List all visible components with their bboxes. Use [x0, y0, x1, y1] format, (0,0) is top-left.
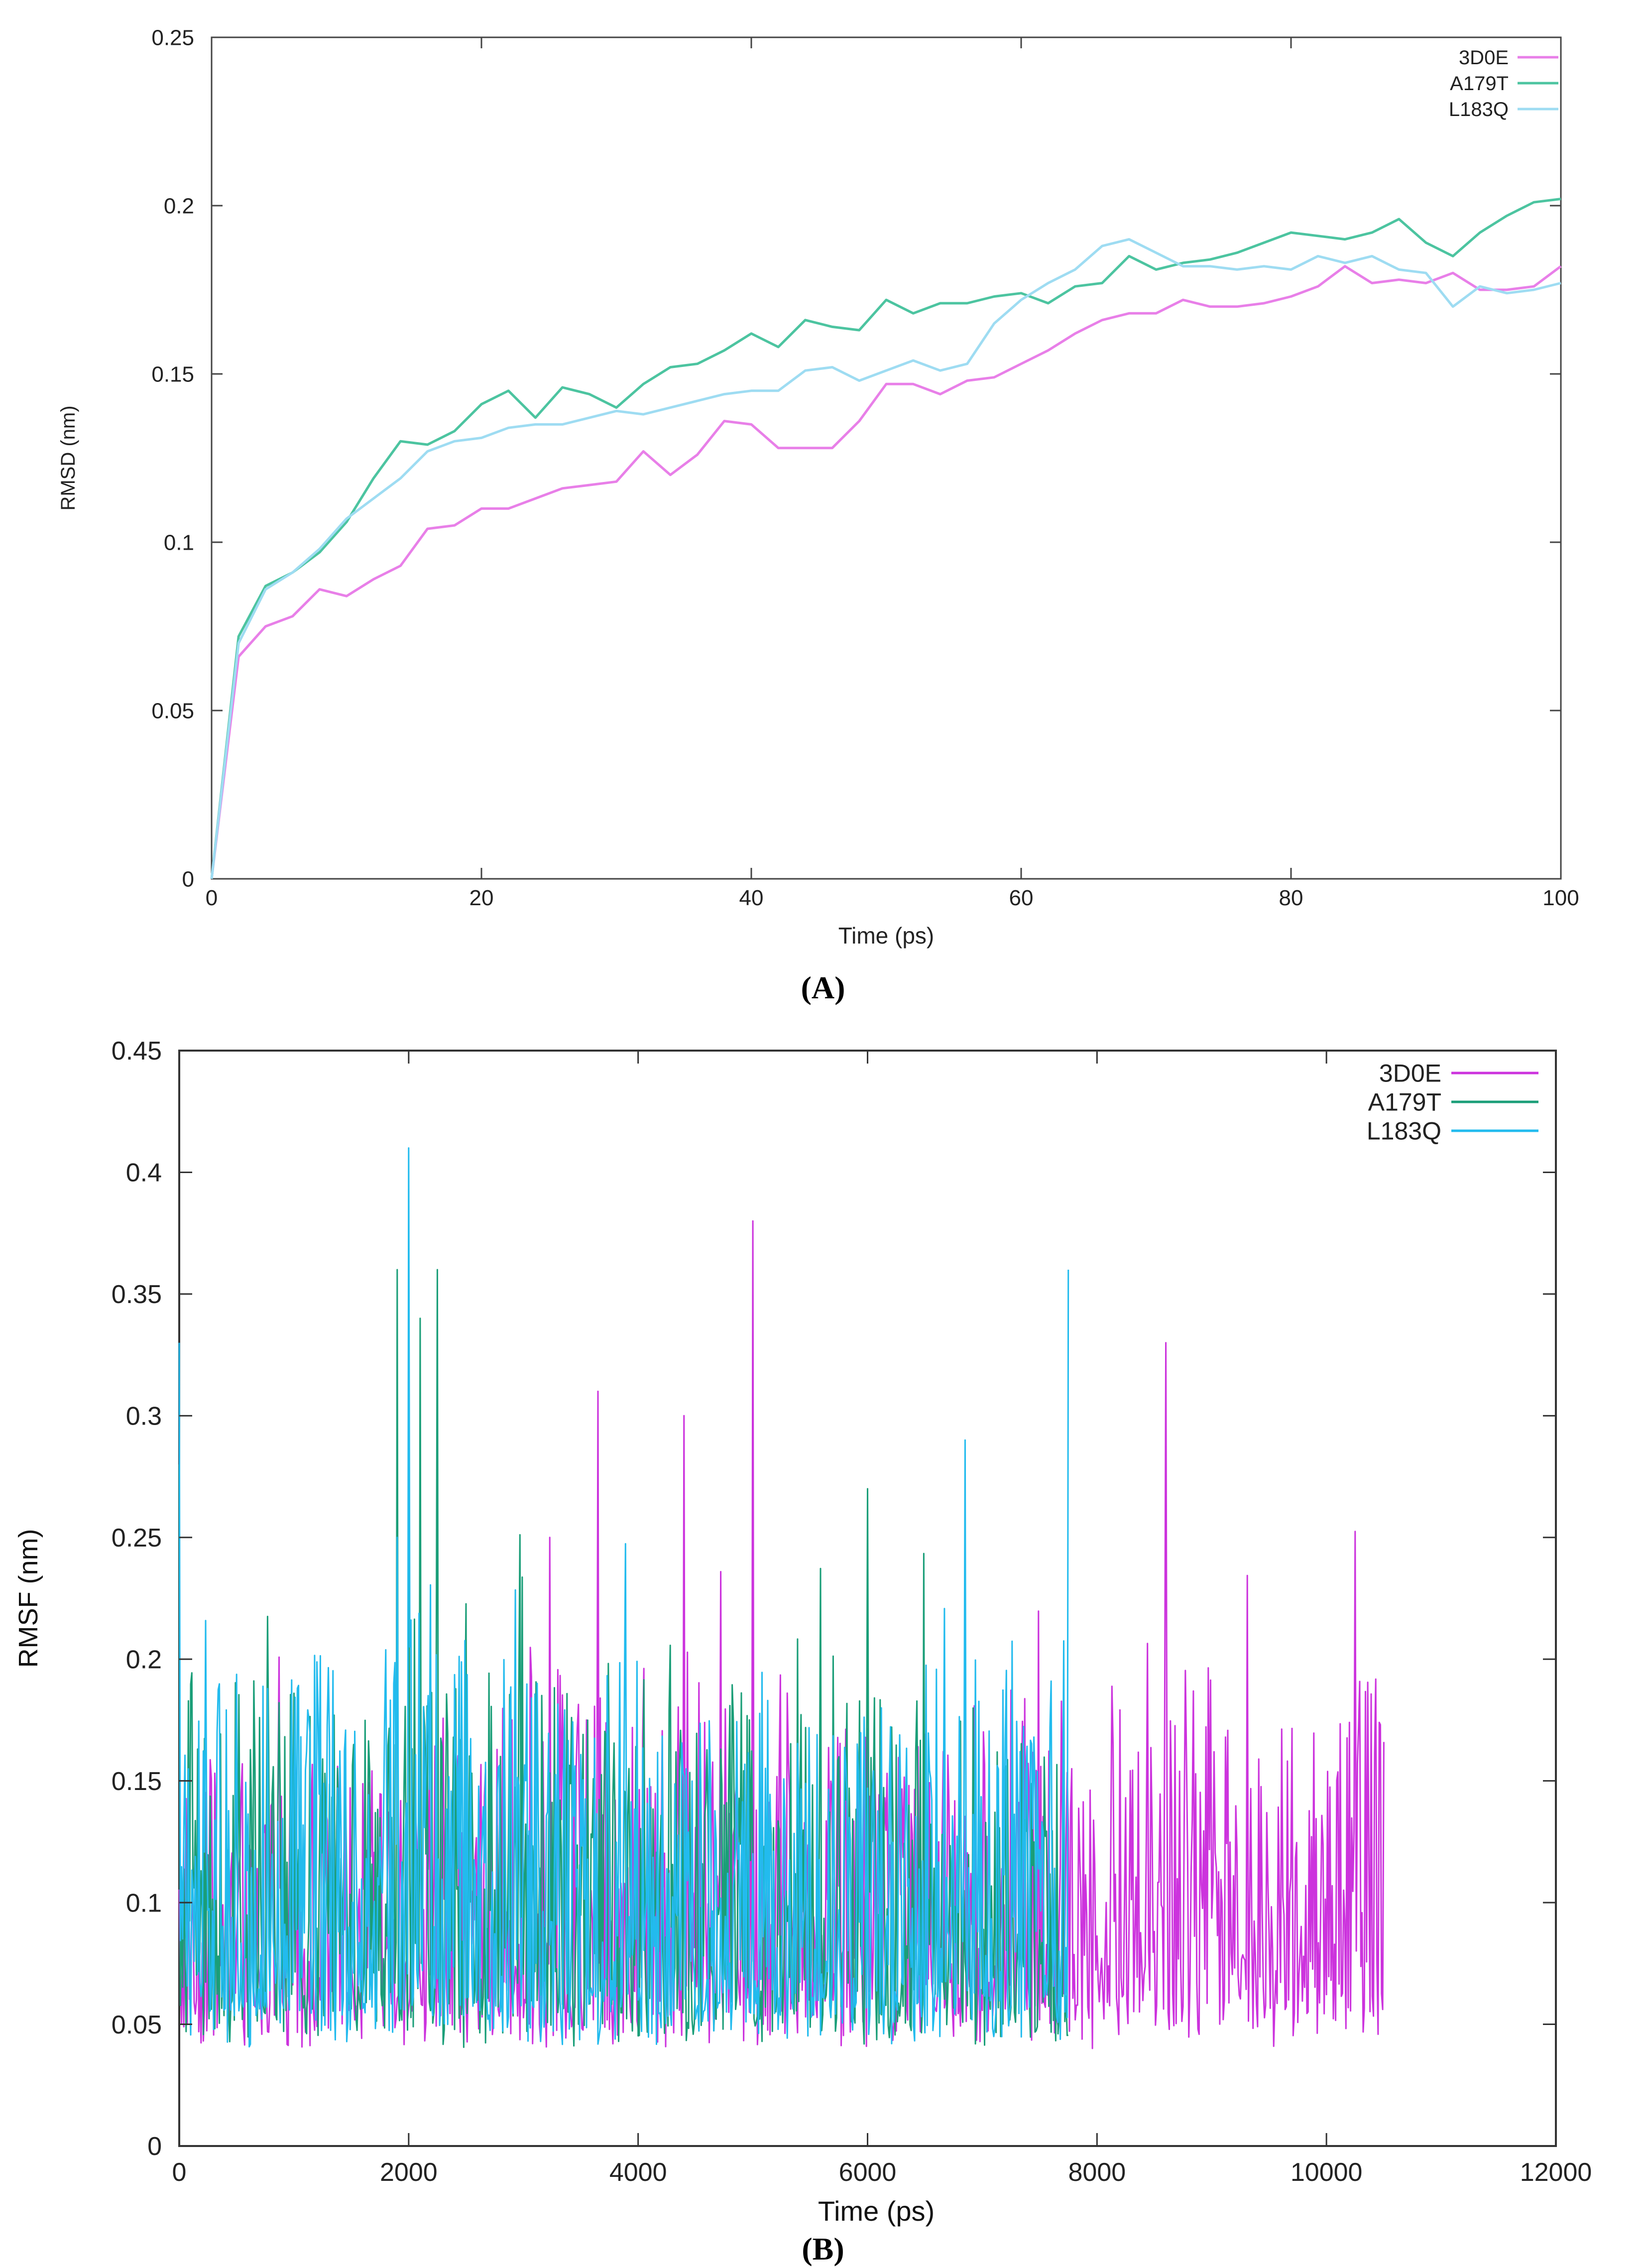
x-tick-label: 2000	[380, 2158, 438, 2187]
legend-label: L183Q	[1449, 99, 1509, 120]
series-line-l183q	[210, 238, 1561, 879]
panel-label-a: (A)	[801, 970, 845, 1005]
legend: 3D0E A179T L183Q	[1449, 47, 1558, 120]
x-tick-label: 10000	[1291, 2158, 1363, 2187]
x-tick-label: 12000	[1520, 2158, 1592, 2187]
y-tick-label: 0.25	[112, 1524, 162, 1552]
y-tick-label: 0.05	[151, 699, 194, 723]
y-tick-label: 0.1	[126, 1889, 162, 1917]
y-tick-label: 0.15	[151, 362, 194, 386]
x-axis-label: Time (ps)	[818, 2195, 935, 2227]
y-tick-label: 0.2	[164, 194, 194, 218]
y-tick-label: 0.05	[112, 2011, 162, 2039]
x-tick-label: 0	[172, 2158, 187, 2187]
panel-label-a-letter: A	[812, 970, 834, 1005]
x-tick-label: 40	[739, 886, 764, 910]
y-tick-label: 0.3	[126, 1402, 162, 1431]
y-axis-label: RMSF (nm)	[13, 1529, 43, 1668]
x-tick-label: 80	[1279, 886, 1303, 910]
panel-label-b: (B)	[802, 2231, 844, 2267]
y-tick-label: 0.25	[151, 25, 194, 50]
x-tick-label: 6000	[839, 2158, 897, 2187]
legend-label: 3D0E	[1459, 47, 1509, 69]
y-tick-label: 0.15	[112, 1767, 162, 1796]
rmsd-chart-panel: 0 20 40 60 80 100 0 0.05 0.1 0.15 0.2 0.25 3D0E A179…	[57, 25, 1579, 1005]
y-tick-label: 0	[182, 867, 194, 891]
x-tick-label: 20	[470, 886, 494, 910]
y-tick-label: 0.4	[126, 1159, 162, 1188]
legend-label: 3D0E	[1379, 1060, 1441, 1087]
legend-label: A179T	[1450, 73, 1509, 95]
x-tick-label: 60	[1009, 886, 1034, 910]
x-tick-label: 4000	[609, 2158, 667, 2187]
series-line-l183q	[178, 1147, 1069, 2048]
y-tick-label: 0.35	[112, 1280, 162, 1309]
y-tick-label: 0.45	[112, 1037, 162, 1066]
series-line-3d0e	[178, 1220, 1385, 2049]
plot-frame	[211, 36, 1562, 880]
legend-label: A179T	[1368, 1088, 1441, 1116]
axis-ticks: 0 20 40 60 80 100 0 0.05 0.1 0.15 0.2 0.25	[151, 25, 1579, 910]
y-tick-label: 0	[147, 2132, 162, 2161]
rmsf-chart-panel: 0 2000 4000 6000 8000 10000 12000 0 0.05 0.1 0.15 0…	[13, 1037, 1592, 2267]
x-tick-label: 0	[206, 886, 218, 910]
x-axis-label: Time (ps)	[838, 923, 935, 949]
panel-label-b-letter: B	[813, 2231, 834, 2267]
axis-ticks: 0 2000 4000 6000 8000 10000 12000 0 0.05 0.1 0.15 0…	[112, 1037, 1592, 2187]
series-line-3d0e	[210, 265, 1562, 879]
y-tick-label: 0.2	[126, 1645, 162, 1674]
x-tick-label: 100	[1542, 886, 1579, 910]
y-axis-label: RMSD (nm)	[57, 405, 79, 510]
series-lines	[210, 198, 1562, 879]
series-lines	[178, 1147, 1385, 2049]
x-tick-label: 8000	[1068, 2158, 1126, 2187]
y-tick-label: 0.1	[164, 530, 194, 555]
series-line-a179t	[210, 198, 1561, 879]
legend-label: L183Q	[1367, 1117, 1441, 1145]
